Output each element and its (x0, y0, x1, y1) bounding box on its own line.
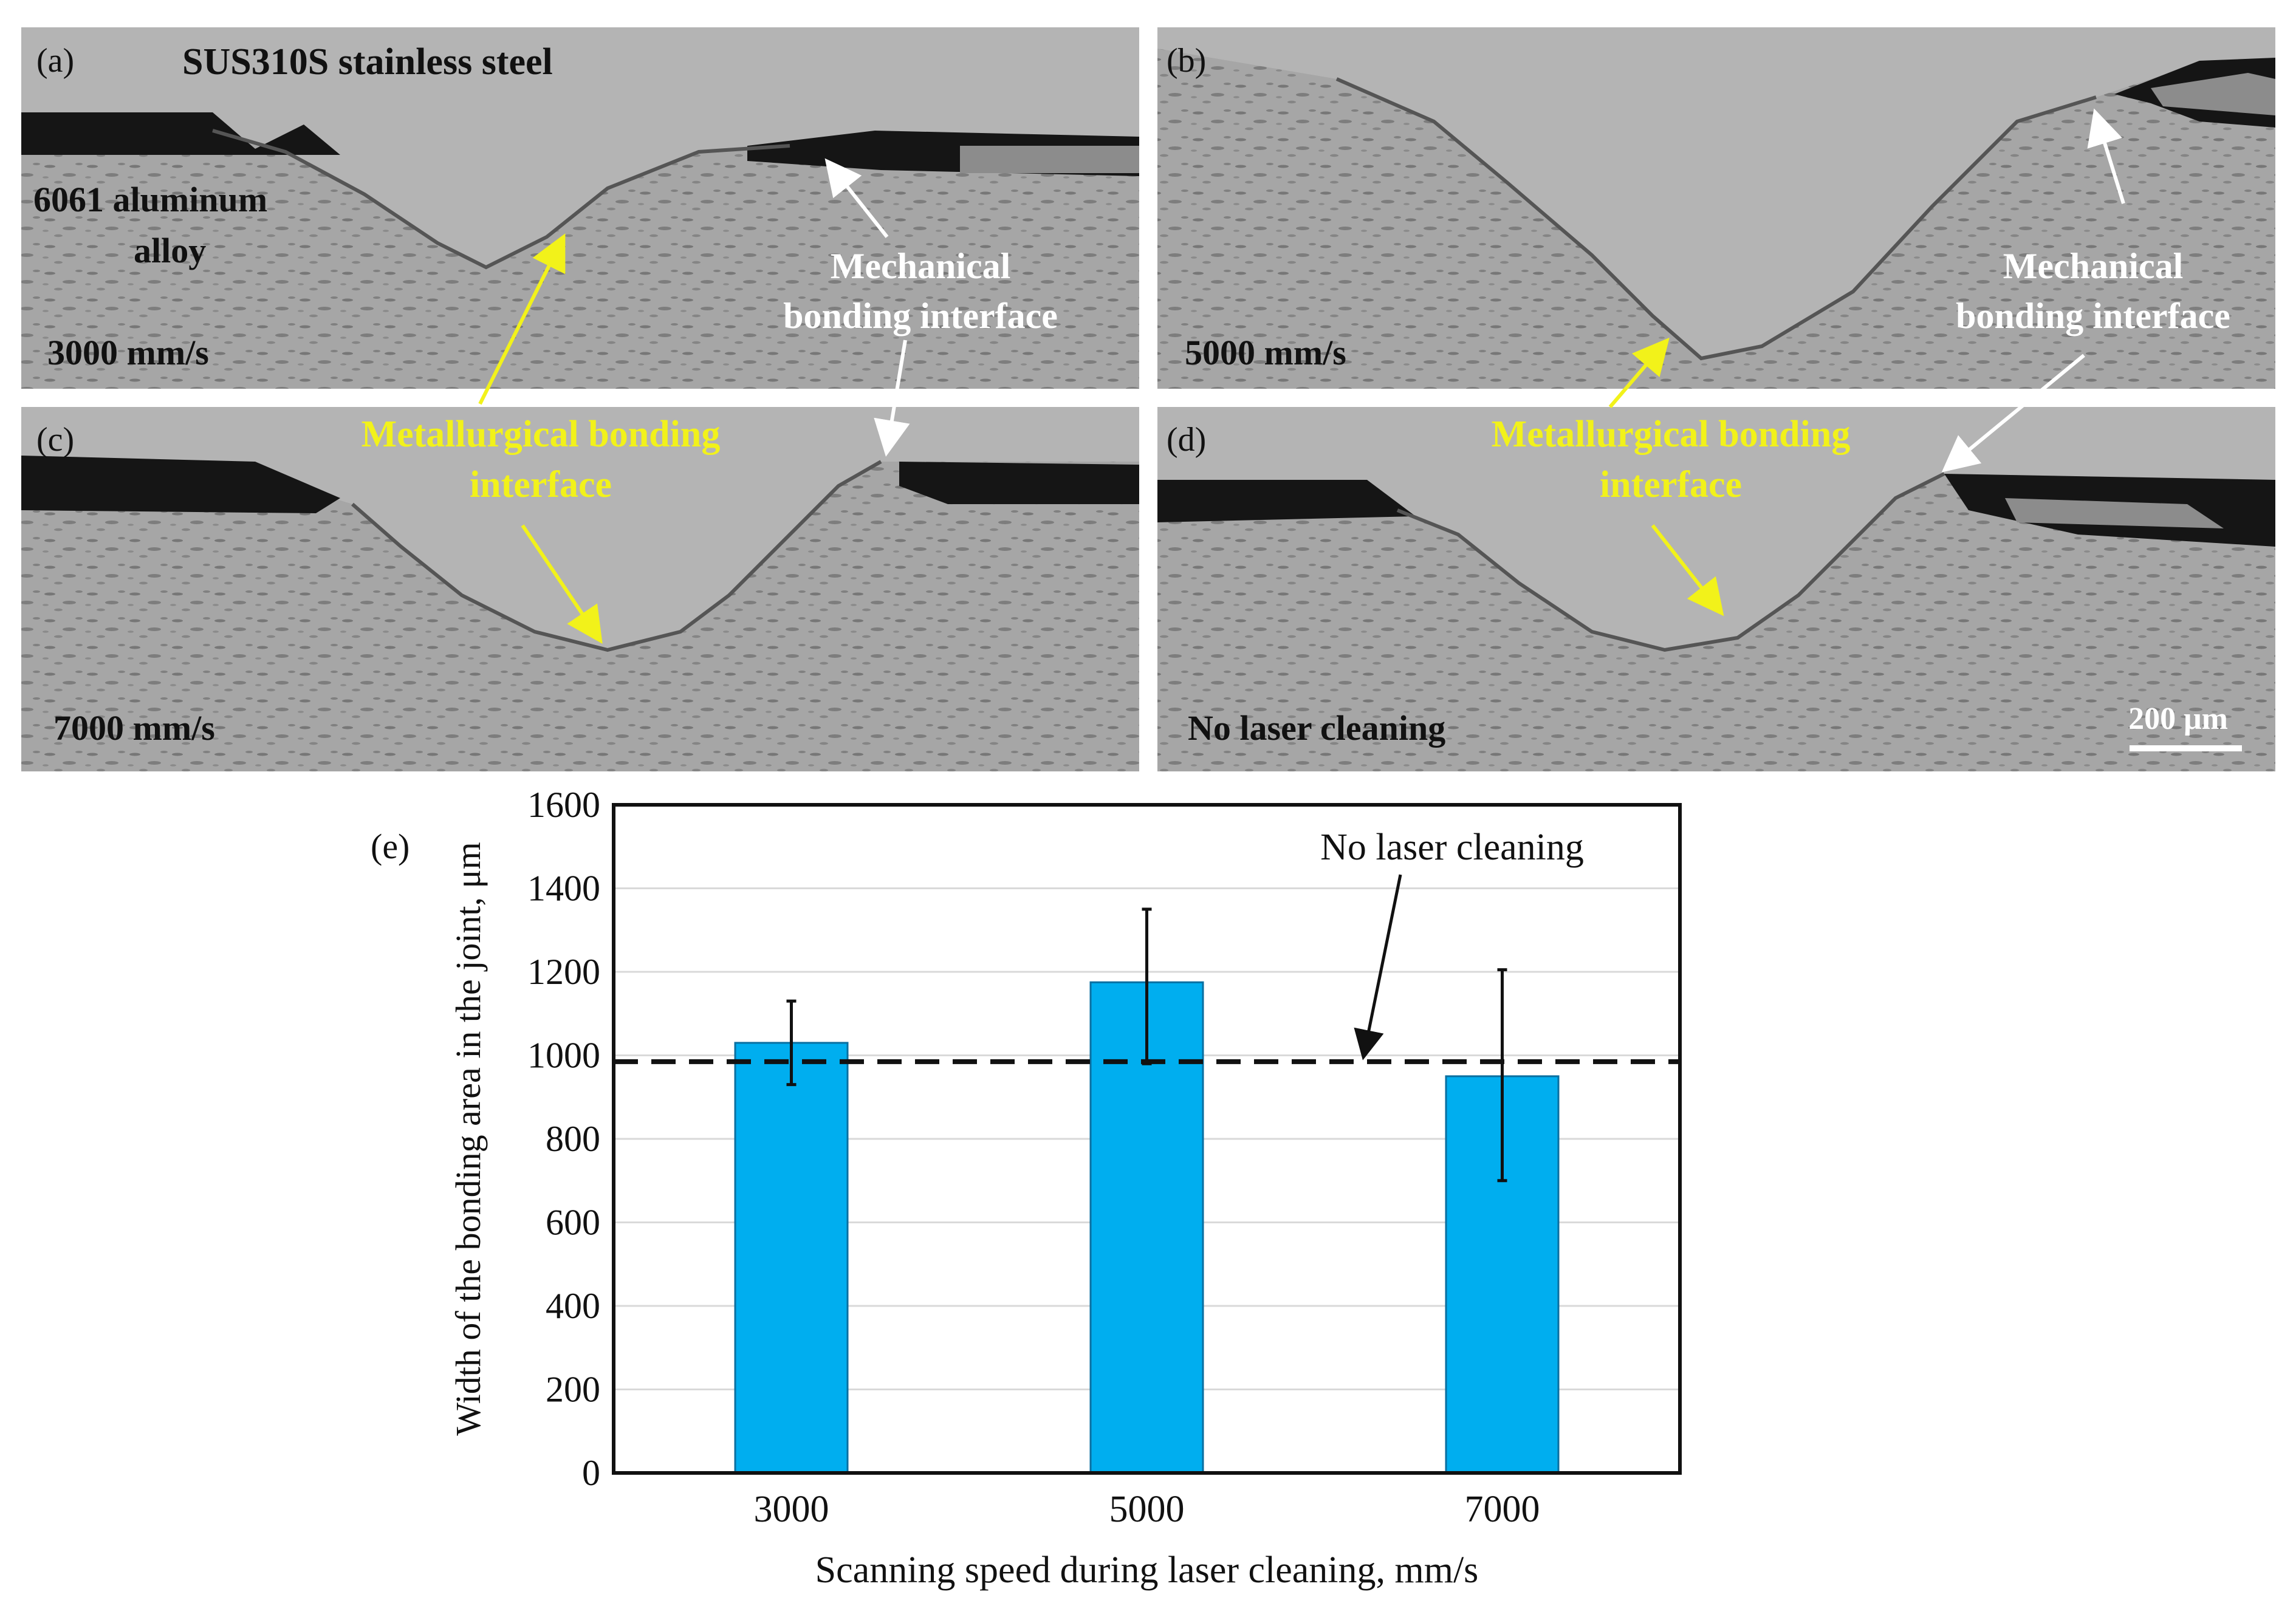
x-tick-label-5000: 5000 (1109, 1489, 1185, 1530)
y-tick-label: 400 (546, 1286, 600, 1326)
metallurgical-arrow-right-down (1651, 524, 1724, 617)
metallurgical-arrow-left-down (521, 524, 603, 644)
panel-a-mech-label-1: Mechanical (831, 246, 1011, 286)
panel-a-side-label-1: 6061 aluminum (33, 180, 267, 219)
x-tick-label-7000: 7000 (1465, 1489, 1540, 1530)
panel-d-speed: No laser cleaning (1188, 708, 1445, 748)
chart-panel-letter: (e) (371, 827, 410, 866)
panel-b-letter: (b) (1167, 42, 1206, 80)
chart-error-bars (786, 907, 1507, 1183)
panel-c-speed: 7000 mm/s (53, 708, 215, 748)
y-tick-label: 600 (546, 1203, 600, 1243)
y-tick-label: 800 (546, 1119, 600, 1159)
metallurgical-label-left-2: interface (470, 464, 612, 505)
y-tick-label: 1200 (527, 952, 600, 992)
panel-a-top-label: SUS310S stainless steel (182, 41, 553, 83)
x-tick-label-3000: 3000 (754, 1489, 829, 1530)
plot-frame (612, 803, 1682, 1475)
scale-bar-label: 200 μm (2128, 702, 2228, 736)
reference-line-arrow (1354, 874, 1402, 1061)
y-tick-label: 200 (546, 1370, 600, 1410)
y-tick-label: 1400 (527, 869, 600, 909)
y-axis-label: Width of the bonding area in the joint, … (448, 842, 488, 1436)
panel-b-mech-arrow (2087, 108, 2125, 204)
metallurgical-annotation-right: Metallurgical bonding interface (1492, 337, 1851, 617)
metallurgical-arrow-right-up (1608, 337, 1670, 408)
panel-a-speed: 3000 mm/s (47, 333, 209, 372)
panel-d-letter: (d) (1167, 421, 1206, 459)
bar-3000 (734, 1042, 849, 1474)
panel-a-mech-label-2: bonding interface (783, 296, 1058, 336)
metallurgical-label-right-2: interface (1600, 464, 1742, 505)
panel-a-letter: (a) (36, 42, 74, 80)
y-tick-label: 1600 (527, 785, 600, 825)
panel-a-side-label-2: alloy (134, 231, 206, 270)
y-tick-label: 0 (582, 1453, 600, 1493)
x-axis-label: Scanning speed during laser cleaning, mm… (815, 1549, 1479, 1591)
panel-b-speed: 5000 mm/s (1185, 333, 1346, 372)
metallurgical-arrow-left-up (478, 233, 566, 405)
micrograph-panel-c: (c) 7000 mm/s (21, 407, 1139, 771)
micrograph-panel-a: (a) SUS310S stainless steel 6061 aluminu… (21, 27, 1139, 389)
panel-a-mech-arrow (824, 158, 889, 238)
metallurgical-annotation-left: Metallurgical bonding interface (362, 233, 721, 644)
metallurgical-label-right-1: Metallurgical bonding (1492, 414, 1851, 455)
panel-c-mech-arrow (874, 340, 910, 457)
panel-c-letter: (c) (36, 421, 74, 459)
x-axis-ticks: 3000 5000 7000 (754, 1489, 1540, 1530)
micrograph-panel-b: (b) 5000 mm/s Mechanical bonding interfa… (1157, 27, 2275, 389)
panel-b-mech-label-2: bonding interface (1956, 296, 2230, 336)
metallurgical-label-left-1: Metallurgical bonding (362, 414, 721, 455)
bar-chart-e: (e) No laser cleaning 0 200 400 600 800 1000 1… (371, 785, 1682, 1591)
y-tick-label: 1000 (527, 1036, 600, 1076)
panel-b-mech-label-1: Mechanical (2003, 246, 2184, 286)
reference-line-label: No laser cleaning (1320, 827, 1584, 868)
panel-d-mech-arrow (1941, 354, 2085, 473)
y-axis-ticks: 0 200 400 600 800 1000 1200 1400 1600 (527, 785, 600, 1493)
